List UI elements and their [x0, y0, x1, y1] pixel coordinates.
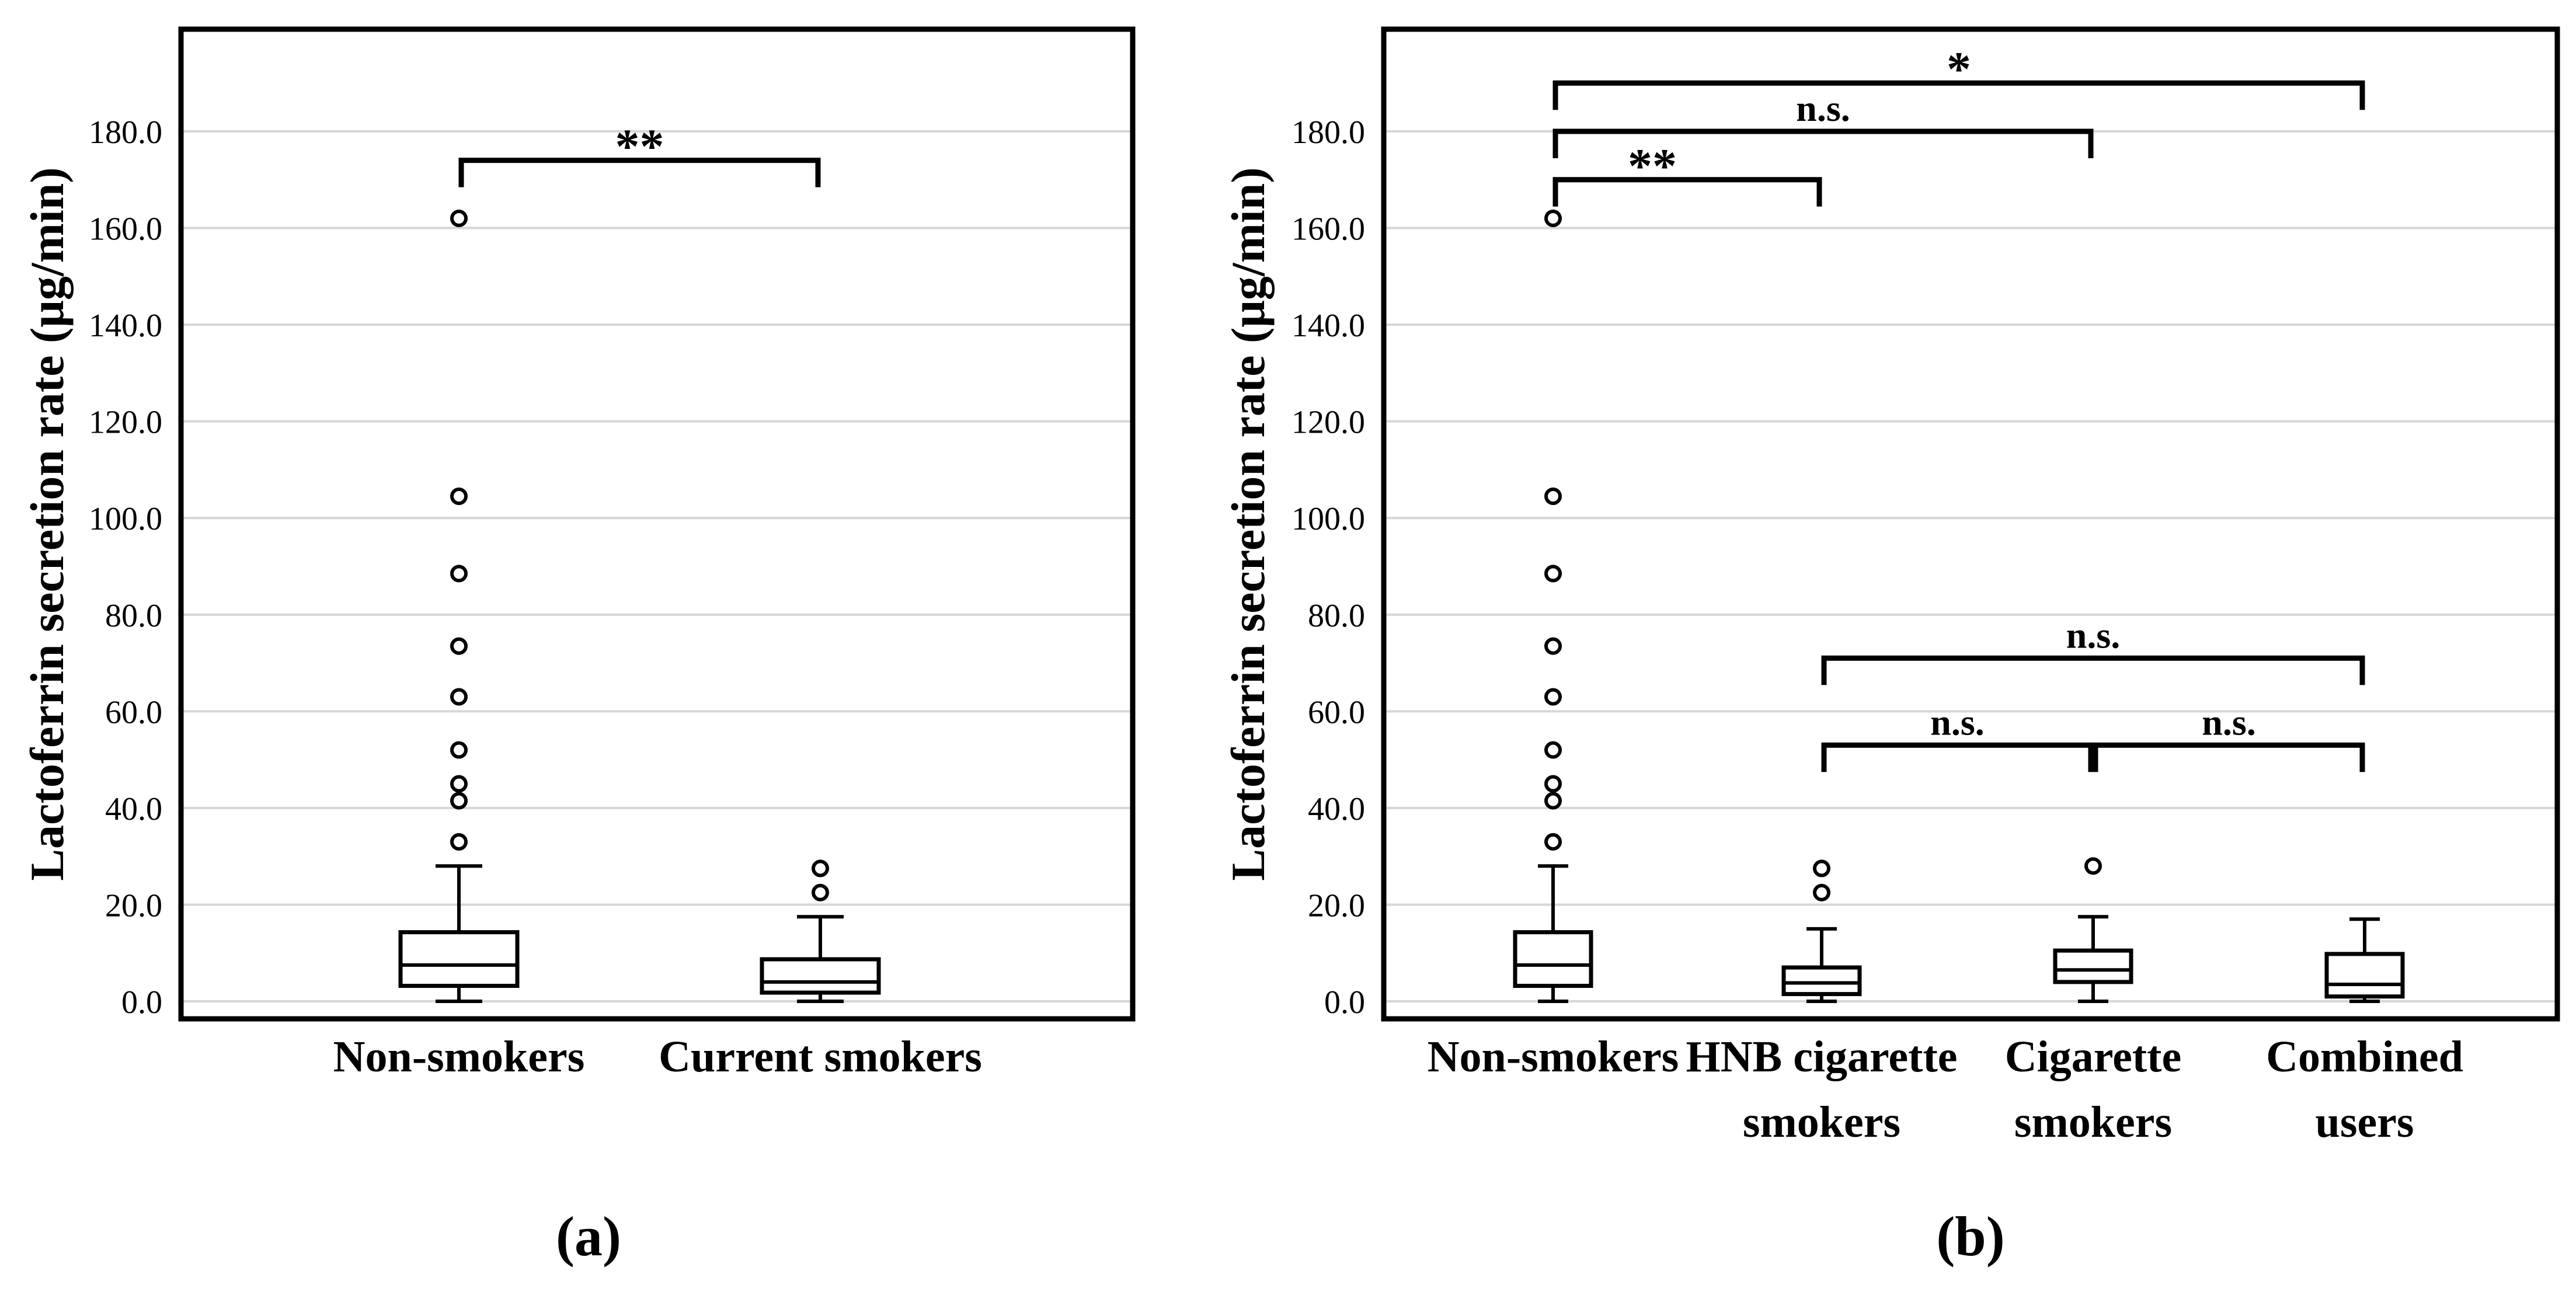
outlier-point [1544, 792, 1562, 810]
bracket-line [1552, 177, 1822, 207]
y-tick-label: 100.0 [1292, 501, 1365, 537]
outlier-point [812, 859, 829, 878]
y-tick-label: 0.0 [1324, 984, 1365, 1021]
box-body [398, 930, 520, 988]
significance-bracket: n.s. [1821, 614, 2365, 685]
y-tick-label: 40.0 [105, 791, 162, 827]
outlier-point [1544, 775, 1562, 793]
significance-label: n.s. [2066, 614, 2121, 656]
outlier-point [1544, 688, 1562, 706]
outlier-point [1544, 210, 1562, 227]
x-category-label: HNB cigarette [1686, 1032, 1958, 1081]
bracket-line [1821, 655, 2365, 685]
y-axis-label: Lactoferrin secretion rate (μg/min) [20, 167, 74, 880]
outlier-point [450, 637, 468, 655]
chart-panel-b: 0.0 20.0 40.0 60.0 80.0 100.0 120.0 140.0 160.0 1… [1221, 26, 2560, 1268]
significance-label: * [1947, 42, 1971, 96]
bracket-line [1552, 80, 2365, 110]
outlier-point [1544, 833, 1562, 851]
y-tick-label: 60.0 [1308, 694, 1365, 730]
significance-bracket: * [1552, 42, 2365, 110]
box-1 [760, 859, 881, 1003]
y-tick-label: 20.0 [105, 887, 162, 924]
box-body [2324, 952, 2405, 999]
y-tick-label: 0.0 [121, 984, 162, 1021]
box-3 [2324, 917, 2405, 1003]
x-category-label: smokers [1743, 1098, 1900, 1147]
box-0 [398, 210, 520, 1003]
box-0 [1513, 210, 1593, 1003]
y-tick-label: 160.0 [1292, 211, 1365, 248]
bracket-line [1552, 128, 2094, 158]
outlier-point [812, 883, 829, 901]
outlier-point [450, 741, 468, 759]
significance-bracket: n.s. [1821, 701, 2094, 772]
outlier-point [1813, 859, 1830, 878]
significance-label: ** [615, 120, 664, 174]
bracket-line [1821, 742, 2094, 772]
outlier-point [1813, 883, 1830, 901]
significance-bracket: ** [1552, 139, 1822, 207]
box-body [1781, 965, 1862, 997]
outlier-point [450, 792, 468, 810]
plot-frame [1381, 26, 2560, 1022]
y-tick-label: 140.0 [89, 308, 162, 344]
y-tick-label: 120.0 [89, 405, 162, 441]
box-2 [2053, 857, 2133, 1003]
y-axis-label: Lactoferrin secretion rate (μg/min) [1221, 167, 1275, 880]
significance-bracket: n.s. [2093, 701, 2365, 772]
significance-bracket: n.s. [1552, 88, 2094, 158]
y-tick-label: 140.0 [1292, 308, 1365, 344]
significance-bracket: ** [458, 120, 821, 187]
outlier-point [450, 833, 468, 851]
x-category-label: Non-smokers [333, 1032, 585, 1081]
y-tick-label: 80.0 [105, 598, 162, 634]
outlier-point [450, 775, 468, 793]
outlier-point [1544, 637, 1562, 655]
significance-label: ** [1628, 139, 1677, 193]
y-tick-label: 40.0 [1308, 791, 1365, 827]
outlier-point [450, 688, 468, 706]
x-category-label: users [2316, 1098, 2414, 1147]
plot-frame [178, 26, 1136, 1022]
panel-label: (a) [556, 1205, 621, 1268]
outlier-point [450, 487, 468, 505]
panel-label: (b) [1936, 1205, 2004, 1268]
significance-label: n.s. [1796, 88, 1850, 129]
box-body [760, 957, 881, 995]
y-tick-label: 180.0 [1292, 114, 1365, 151]
x-category-label: Current smokers [659, 1032, 982, 1081]
y-tick-label: 80.0 [1308, 598, 1365, 634]
significance-label: n.s. [1930, 701, 1985, 743]
box-body [2053, 948, 2133, 984]
outlier-point [2084, 857, 2102, 875]
significance-label: n.s. [2202, 701, 2256, 743]
y-tick-label: 60.0 [105, 694, 162, 730]
y-tick-label: 160.0 [89, 211, 162, 248]
box-1 [1781, 859, 1862, 1003]
y-tick-label: 180.0 [89, 114, 162, 151]
bracket-line [458, 158, 821, 187]
outlier-point [1544, 741, 1562, 759]
outlier-point [450, 565, 468, 583]
x-category-label: Cigarette [2005, 1032, 2181, 1081]
x-category-label: Combined [2266, 1032, 2463, 1081]
outlier-point [450, 210, 468, 227]
box-body [1513, 930, 1593, 988]
x-category-label: Non-smokers [1428, 1032, 1679, 1081]
chart-panel-a: 0.0 20.0 40.0 60.0 80.0 100.0 120.0 140.0 160.0 1… [20, 26, 1136, 1268]
y-tick-label: 120.0 [1292, 405, 1365, 441]
bracket-line [2093, 742, 2365, 772]
x-category-label: smokers [2014, 1098, 2172, 1147]
outlier-point [1544, 487, 1562, 505]
y-tick-label: 100.0 [89, 501, 162, 537]
outlier-point [1544, 565, 1562, 583]
y-tick-label: 20.0 [1308, 887, 1365, 924]
